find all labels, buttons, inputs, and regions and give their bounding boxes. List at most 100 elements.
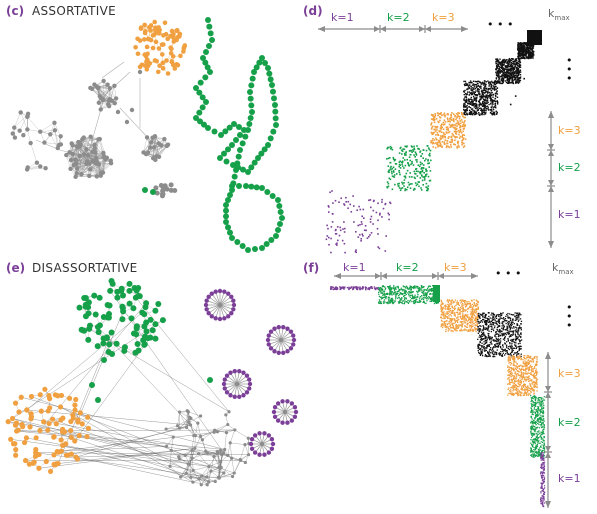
orange-node: [143, 63, 148, 69]
gray-node: [243, 460, 247, 465]
gray-node: [81, 152, 87, 157]
orange-node: [75, 419, 81, 425]
d-top-ellipsis: • • •: [487, 18, 513, 31]
orange-node: [13, 447, 19, 453]
gray-node: [190, 456, 194, 460]
gray-node: [184, 471, 188, 475]
orange-node: [41, 419, 47, 425]
d-side-k2-label: k=2: [558, 161, 581, 174]
green-node: [196, 109, 203, 116]
green-node: [94, 323, 101, 330]
orange-node: [142, 37, 147, 42]
gray-node: [228, 441, 232, 445]
green-node: [152, 335, 159, 342]
d-side-ellipsis: • • •: [566, 54, 573, 85]
gray-node: [92, 142, 97, 148]
orange-node: [172, 66, 178, 71]
gray-node: [222, 451, 226, 455]
green-node: [139, 309, 146, 316]
green-node: [249, 75, 256, 82]
gray-node: [73, 157, 78, 162]
orange-node: [152, 19, 158, 25]
gray-node: [227, 410, 231, 414]
gray-node: [196, 452, 201, 456]
orange-node: [144, 44, 150, 50]
gray-node: [70, 143, 75, 148]
green-node: [152, 321, 159, 328]
green-node: [265, 65, 271, 71]
green-node: [223, 202, 229, 208]
green-node: [245, 169, 251, 175]
green-node: [130, 305, 137, 312]
orange-node: [58, 392, 65, 399]
orange-node: [156, 46, 162, 51]
orange-node: [165, 36, 170, 42]
gray-node: [64, 152, 69, 158]
gray-node: [224, 413, 228, 417]
d-kmax-label: kmax: [548, 7, 570, 22]
green-node: [245, 127, 251, 133]
green-node: [259, 245, 265, 251]
green-node: [243, 183, 249, 189]
orange-node: [37, 427, 43, 434]
green-node: [239, 140, 246, 147]
green-node: [193, 115, 199, 121]
green-node: [141, 341, 148, 348]
gray-node: [85, 153, 91, 158]
gray-node: [226, 422, 230, 427]
d-k2-label: k=2: [387, 11, 410, 24]
green-node: [259, 55, 265, 61]
green-node: [229, 183, 235, 189]
green-node: [269, 193, 276, 199]
orange-node: [36, 451, 42, 458]
green-node: [275, 197, 281, 203]
green-node: [273, 122, 279, 128]
gray-node: [177, 410, 182, 414]
gray-node: [10, 131, 15, 136]
purple-star: [221, 368, 253, 400]
gray-node: [226, 453, 230, 457]
green-node: [134, 341, 141, 348]
orange-node: [79, 421, 85, 427]
green-node: [81, 295, 88, 301]
green-node: [105, 349, 112, 356]
green-node: [237, 147, 243, 153]
disassortative-network: [5, 277, 299, 487]
gray-node: [93, 161, 99, 166]
gray-node: [97, 94, 103, 99]
gray-node: [218, 466, 222, 471]
green-node: [96, 294, 103, 301]
d-block-k6: [517, 42, 535, 60]
green-node: [233, 167, 239, 173]
d-k1-label: k=1: [331, 11, 354, 24]
orange-node: [8, 436, 14, 442]
green-node: [104, 314, 111, 321]
gray-node: [38, 164, 43, 169]
green-node: [121, 347, 128, 354]
gray-node: [204, 449, 208, 453]
orange-node: [160, 60, 166, 66]
green-node: [242, 133, 249, 140]
orange-node: [160, 66, 166, 71]
f-side-ellipsis: • • •: [566, 301, 573, 332]
d-block-k2: [386, 145, 432, 192]
f-block-dense: [433, 285, 440, 302]
green-node: [119, 316, 126, 323]
green-node: [103, 335, 110, 342]
gray-node: [87, 173, 92, 179]
gray-node: [165, 142, 171, 147]
orange-node: [165, 71, 171, 76]
orange-node: [142, 30, 148, 36]
green-node: [206, 23, 213, 30]
d-side-axis: [547, 111, 555, 248]
gray-node: [156, 154, 162, 160]
green-node: [108, 329, 115, 336]
gray-node: [196, 421, 200, 425]
orange-node: [154, 58, 159, 64]
f-block-k3: [440, 299, 480, 333]
orange-node: [178, 53, 183, 59]
gray-node: [96, 137, 101, 142]
gray-node: [93, 150, 98, 155]
green-node: [225, 224, 231, 231]
green-node: [193, 85, 199, 91]
